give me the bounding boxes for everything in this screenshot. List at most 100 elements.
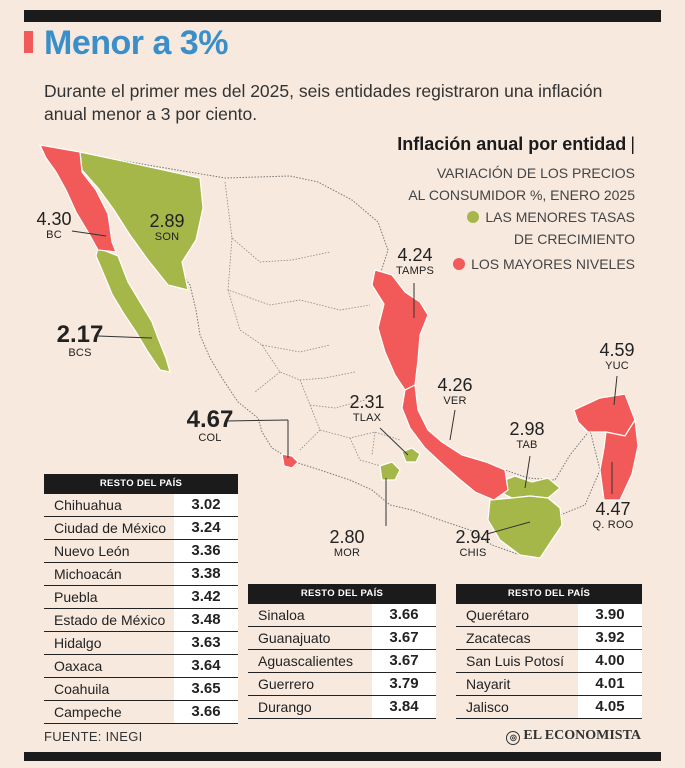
label-tlax: 2.31 TLAX — [346, 393, 388, 425]
row-state: Coahuila — [54, 681, 110, 697]
legend-high: LOS MAYORES NIVELES — [453, 253, 635, 275]
table-row: Coahuila 3.65 — [44, 678, 238, 701]
legend-title-text: Inflación anual por entidad — [397, 134, 627, 154]
label-tamps-value: 4.24 — [397, 245, 433, 265]
row-state: Jalisco — [466, 699, 509, 715]
label-bc-state: BC — [46, 229, 62, 241]
label-ver-state: VER — [443, 395, 467, 407]
row-state: Guanajuato — [258, 630, 331, 646]
label-mor-state: MOR — [333, 547, 361, 559]
state-bcs — [95, 247, 171, 373]
row-state: Puebla — [54, 589, 98, 605]
row-state: Michoacán — [54, 566, 122, 582]
row-value: 4.00 — [578, 650, 642, 672]
label-bcs-value: 2.17 — [56, 321, 104, 348]
row-value: 3.65 — [174, 678, 238, 700]
legend-high-text: LOS MAYORES NIVELES — [471, 256, 635, 272]
state-ver — [401, 384, 509, 501]
title-accent — [24, 31, 33, 53]
table-header: RESTO DEL PAÍS — [456, 584, 642, 604]
legend-low-line1: LAS MENORES TASAS — [485, 209, 635, 225]
brand-name: EL ECONOMISTA — [523, 728, 641, 743]
table-rest-2: RESTO DEL PAÍS Sinaloa 3.66 Guanajuato 3.6… — [248, 584, 436, 719]
label-bcs-state: BCS — [68, 347, 92, 359]
table-row: Durango 3.84 — [248, 696, 436, 719]
legend-low: LAS MENORES TASAS DE CRECIMIENTO — [467, 206, 635, 250]
table-row: Chihuahua 3.02 — [44, 494, 238, 517]
row-value: 3.66 — [372, 604, 436, 626]
table-rest-3: RESTO DEL PAÍS Querétaro 3.90 Zacatecas 3.… — [456, 584, 642, 719]
bottom-bar — [24, 752, 661, 761]
row-state: Chihuahua — [54, 497, 122, 513]
table-row: Campeche 3.66 — [44, 701, 238, 724]
state-borders — [224, 181, 401, 471]
row-state: Zacatecas — [466, 630, 531, 646]
label-bc-value: 4.30 — [36, 209, 72, 229]
top-bar — [24, 10, 661, 22]
row-state: Sinaloa — [258, 607, 305, 623]
legend-subtitle-line2: AL CONSUMIDOR %, ENERO 2025 — [408, 187, 635, 203]
label-tlax-value: 2.31 — [349, 392, 385, 412]
brand-emblem-icon: ◎ — [506, 731, 521, 745]
source-note: FUENTE: INEGI — [44, 729, 143, 744]
label-chis-value: 2.94 — [455, 527, 491, 547]
state-yuc — [573, 393, 636, 437]
label-tamps-state: TAMPS — [395, 265, 435, 277]
row-state: Hidalgo — [54, 635, 102, 651]
legend-low-swatch — [467, 211, 480, 223]
row-value: 3.48 — [174, 609, 238, 631]
label-yuc-value: 4.59 — [599, 340, 635, 360]
label-col: 4.67 COL — [184, 407, 236, 445]
table-row: Aguascalientes 3.67 — [248, 650, 436, 673]
brand-logo: ◎ EL ECONOMISTA — [506, 728, 641, 745]
row-value: 3.67 — [372, 627, 436, 649]
label-tab-value: 2.98 — [509, 419, 545, 439]
table-row: Guerrero 3.79 — [248, 673, 436, 696]
row-value: 3.92 — [578, 627, 642, 649]
table-rest-1: RESTO DEL PAÍS Chihuahua 3.02 Ciudad de M… — [44, 474, 238, 724]
state-son — [79, 151, 204, 291]
table-row: Nayarit 4.01 — [456, 673, 642, 696]
row-value: 4.01 — [578, 673, 642, 695]
row-value: 3.64 — [174, 655, 238, 677]
legend-title: Inflación anual por entidad | — [397, 134, 635, 155]
label-chis: 2.94 CHIS — [452, 528, 494, 560]
legend-high-swatch — [453, 258, 466, 270]
label-col-state: COL — [198, 432, 222, 444]
table-row: Zacatecas 3.92 — [456, 627, 642, 650]
row-state: Guerrero — [258, 676, 315, 692]
row-value: 3.24 — [174, 517, 238, 539]
label-son-value: 2.89 — [149, 211, 185, 231]
row-value: 3.38 — [174, 563, 238, 585]
state-tlax — [401, 447, 421, 463]
row-value: 3.67 — [372, 650, 436, 672]
table-row: Puebla 3.42 — [44, 586, 238, 609]
row-state: San Luis Potosí — [466, 653, 565, 669]
table-header: RESTO DEL PAÍS — [44, 474, 238, 494]
label-mor-value: 2.80 — [329, 527, 365, 547]
state-tamps — [371, 269, 429, 391]
table-header: RESTO DEL PAÍS — [248, 584, 436, 604]
row-state: Durango — [258, 699, 312, 715]
label-bcs: 2.17 BCS — [54, 322, 106, 360]
label-son: 2.89 SON — [145, 212, 189, 244]
table-row: San Luis Potosí 4.00 — [456, 650, 642, 673]
label-tab: 2.98 TAB — [506, 420, 548, 452]
page-title: Menor a 3% — [44, 24, 228, 62]
row-value: 3.84 — [372, 696, 436, 718]
label-ver-value: 4.26 — [437, 375, 473, 395]
row-state: Estado de México — [54, 612, 166, 628]
row-value: 3.90 — [578, 604, 642, 626]
state-bc — [38, 144, 117, 253]
row-state: Nayarit — [466, 676, 511, 692]
table-row: Oaxaca 3.64 — [44, 655, 238, 678]
row-value: 3.36 — [174, 540, 238, 562]
table-row: Hidalgo 3.63 — [44, 632, 238, 655]
row-state: Nuevo León — [54, 543, 130, 559]
table-row: Estado de México 3.48 — [44, 609, 238, 632]
table-row: Sinaloa 3.66 — [248, 604, 436, 627]
row-value: 3.79 — [372, 673, 436, 695]
row-state: Oaxaca — [54, 658, 103, 674]
label-ver: 4.26 VER — [434, 376, 476, 408]
